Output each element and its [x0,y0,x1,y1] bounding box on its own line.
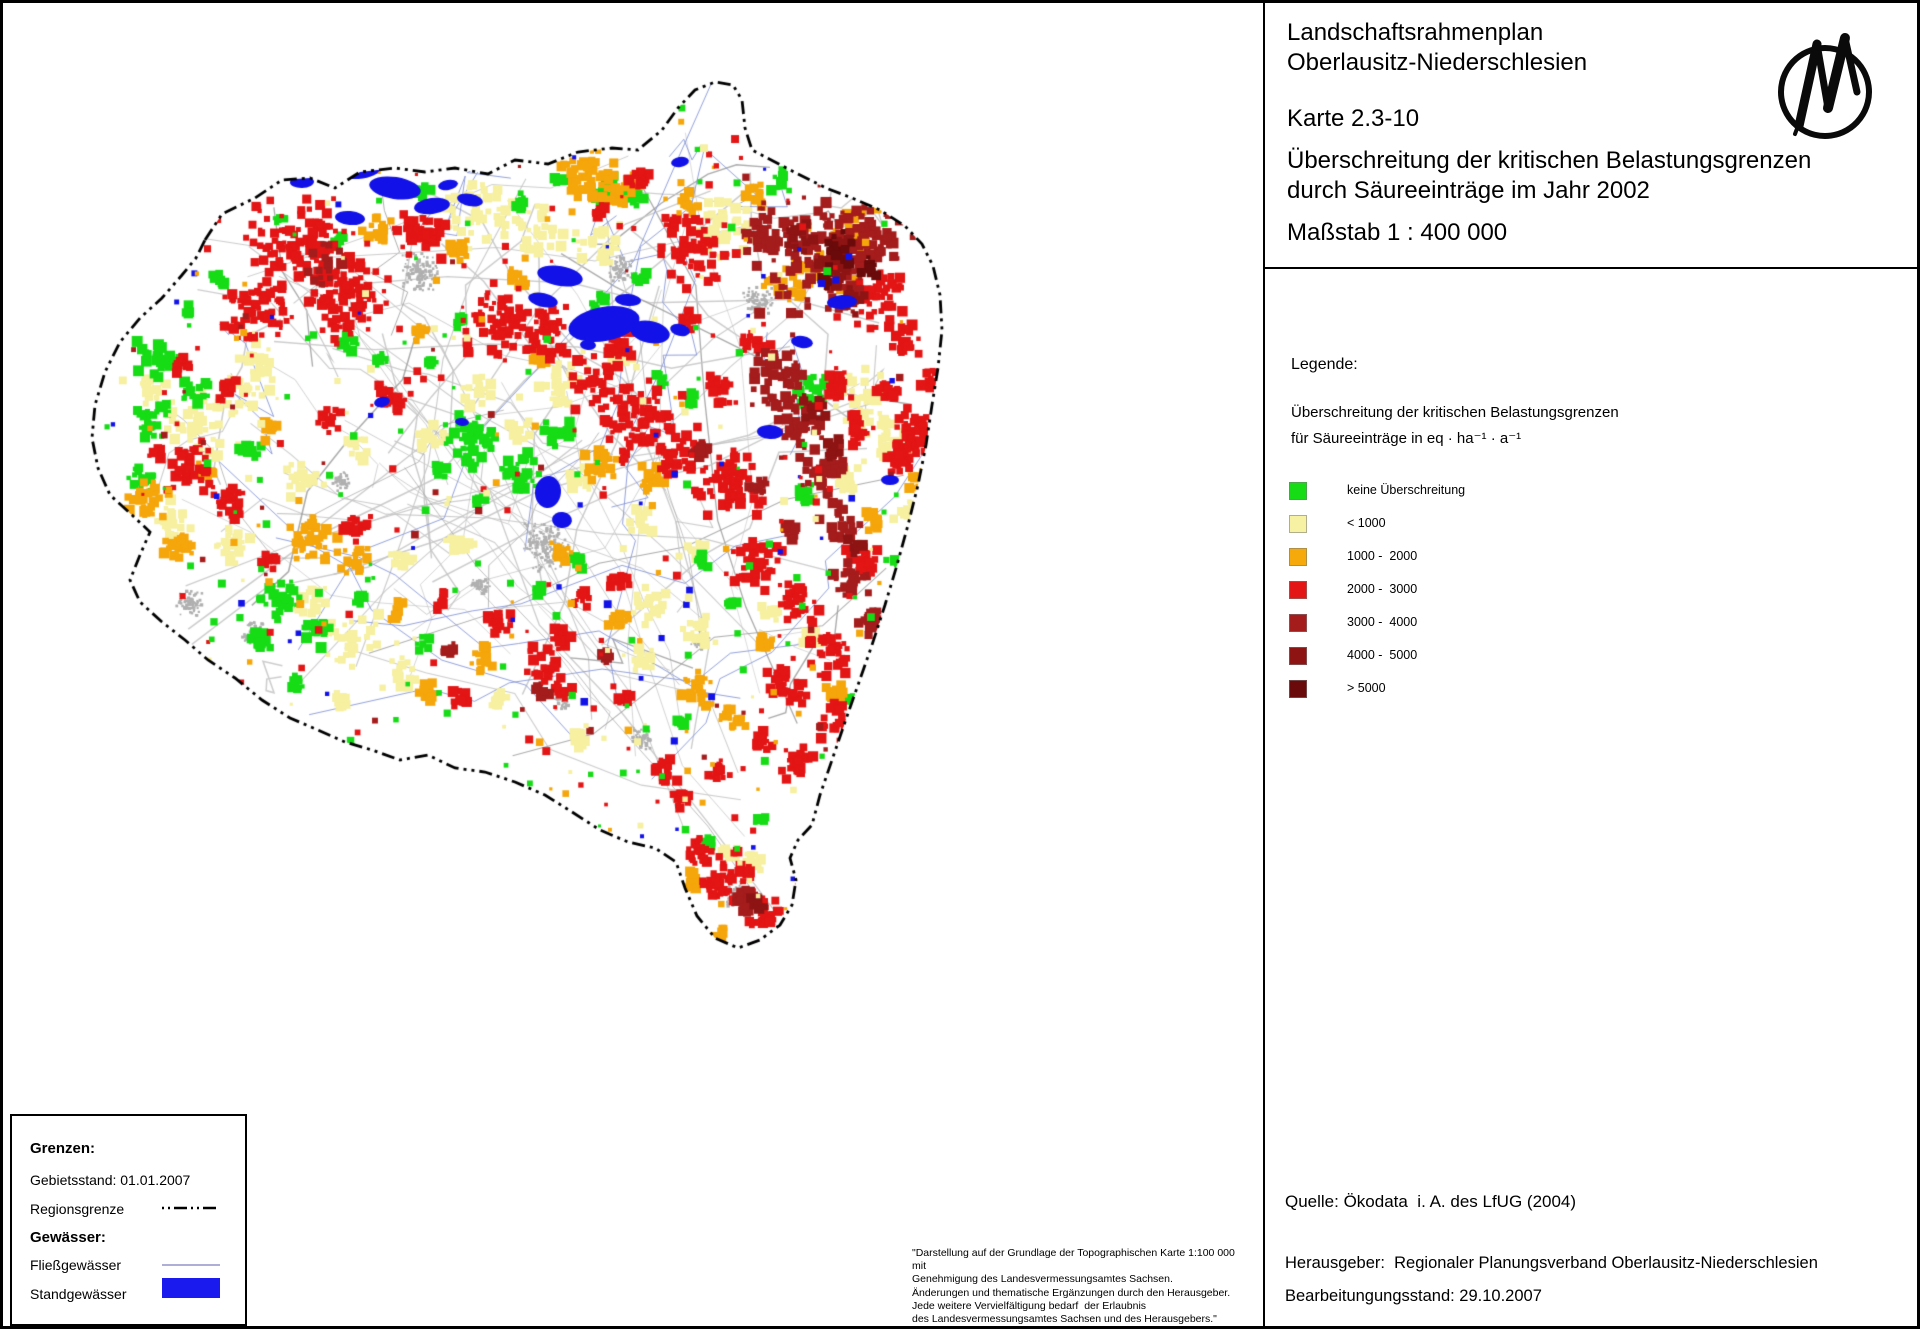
legend-items: keine Überschreitung < 1000 1000 - 2000 200… [1265,474,1920,714]
legend-item: keine Überschreitung [1265,474,1920,507]
map-number: Karte 2.3-10 [1287,105,1420,132]
legend-subtitle-line1: Überschreitung der kritischen Belastungs… [1291,404,1619,421]
legend-swatch [1289,680,1307,698]
map-scale: Maßstab 1 : 400 000 [1287,219,1508,246]
fliessgewaesser-label: Fließgewässer [30,1257,122,1273]
legend-subtitle-line2: für Säureeinträge in eq · ha⁻¹ · a⁻¹ [1291,430,1522,447]
gewaesser-heading: Gewässer: [30,1229,106,1246]
map-subtitle-line2: durch Säureeinträge im Jahr 2002 [1287,177,1650,204]
legend-item-label: 2000 - 3000 [1347,582,1418,596]
map-subtitle-line1: Überschreitung der kritischen Belastungs… [1287,147,1812,174]
legend-item-label: 3000 - 4000 [1347,615,1418,629]
plan-title-line2: Oberlausitz-Niederschlesien [1287,49,1588,76]
disclaimer-line: Änderungen und thematische Ergänzungen d… [912,1286,1231,1299]
source-quelle: Quelle: Ökodata i. A. des LfUG (2004) [1285,1192,1577,1211]
legend-item: 1000 - 2000 [1265,540,1920,573]
legend-item: 4000 - 5000 [1265,639,1920,672]
gebietsstand-label: Gebietsstand: 01.01.2007 [30,1172,191,1188]
legend-item-label: < 1000 [1347,516,1386,530]
legend-item: 2000 - 3000 [1265,573,1920,606]
disclaimer-line: Jede weitere Vervielfältigung bedarf der… [912,1299,1147,1312]
standgewaesser-label: Standgewässer [30,1286,127,1302]
legend-swatch [1289,548,1307,566]
legend-item-label: keine Überschreitung [1347,483,1466,497]
publisher-logo-w-icon [1778,33,1872,139]
disclaimer-line: des Landesvermessungsamtes Sachsen und d… [912,1313,1217,1326]
source-stand: Bearbeitungungsstand: 29.10.2007 [1285,1287,1542,1305]
disclaimer-line: "Darstellung auf der Grundlage der Topog… [912,1247,1238,1273]
grenzen-heading: Grenzen: [30,1140,96,1157]
standgewaesser-swatch [162,1278,220,1298]
regionsgrenze-label: Regionsgrenze [30,1201,125,1217]
legend-swatch [1289,581,1307,599]
fliessgewaesser-line-symbol [162,1264,220,1266]
topographic-base-disclaimer: "Darstellung auf der Grundlage der Topog… [912,1247,1248,1326]
legend-item-label: 4000 - 5000 [1347,648,1418,662]
legend-item-label: 1000 - 2000 [1347,549,1418,563]
legend-swatch [1289,482,1307,500]
map-canvas [0,0,1263,1329]
plan-title-line1: Landschaftsrahmenplan [1287,19,1544,46]
regionsgrenze-line-symbol [162,1206,220,1210]
legend-item: > 5000 [1265,672,1920,705]
title-legend-divider [1265,267,1920,269]
legend-item: 3000 - 4000 [1265,606,1920,639]
legend-swatch [1289,647,1307,665]
legend-item: < 1000 [1265,507,1920,540]
right-panel: Landschaftsrahmenplan Oberlausitz-Nieder… [1263,0,1920,1329]
legend-swatch [1289,614,1307,632]
legend-heading: Legende: [1291,356,1358,373]
source-herausgeber: Herausgeber: Regionaler Planungsverband … [1285,1254,1818,1272]
legend-item-label: > 5000 [1347,681,1386,695]
map-key-box: Grenzen: Gebietsstand: 01.01.2007 Region… [10,1114,247,1326]
disclaimer-line: Genehmigung des Landesvermessungsamtes S… [912,1273,1173,1286]
legend-swatch [1289,515,1307,533]
